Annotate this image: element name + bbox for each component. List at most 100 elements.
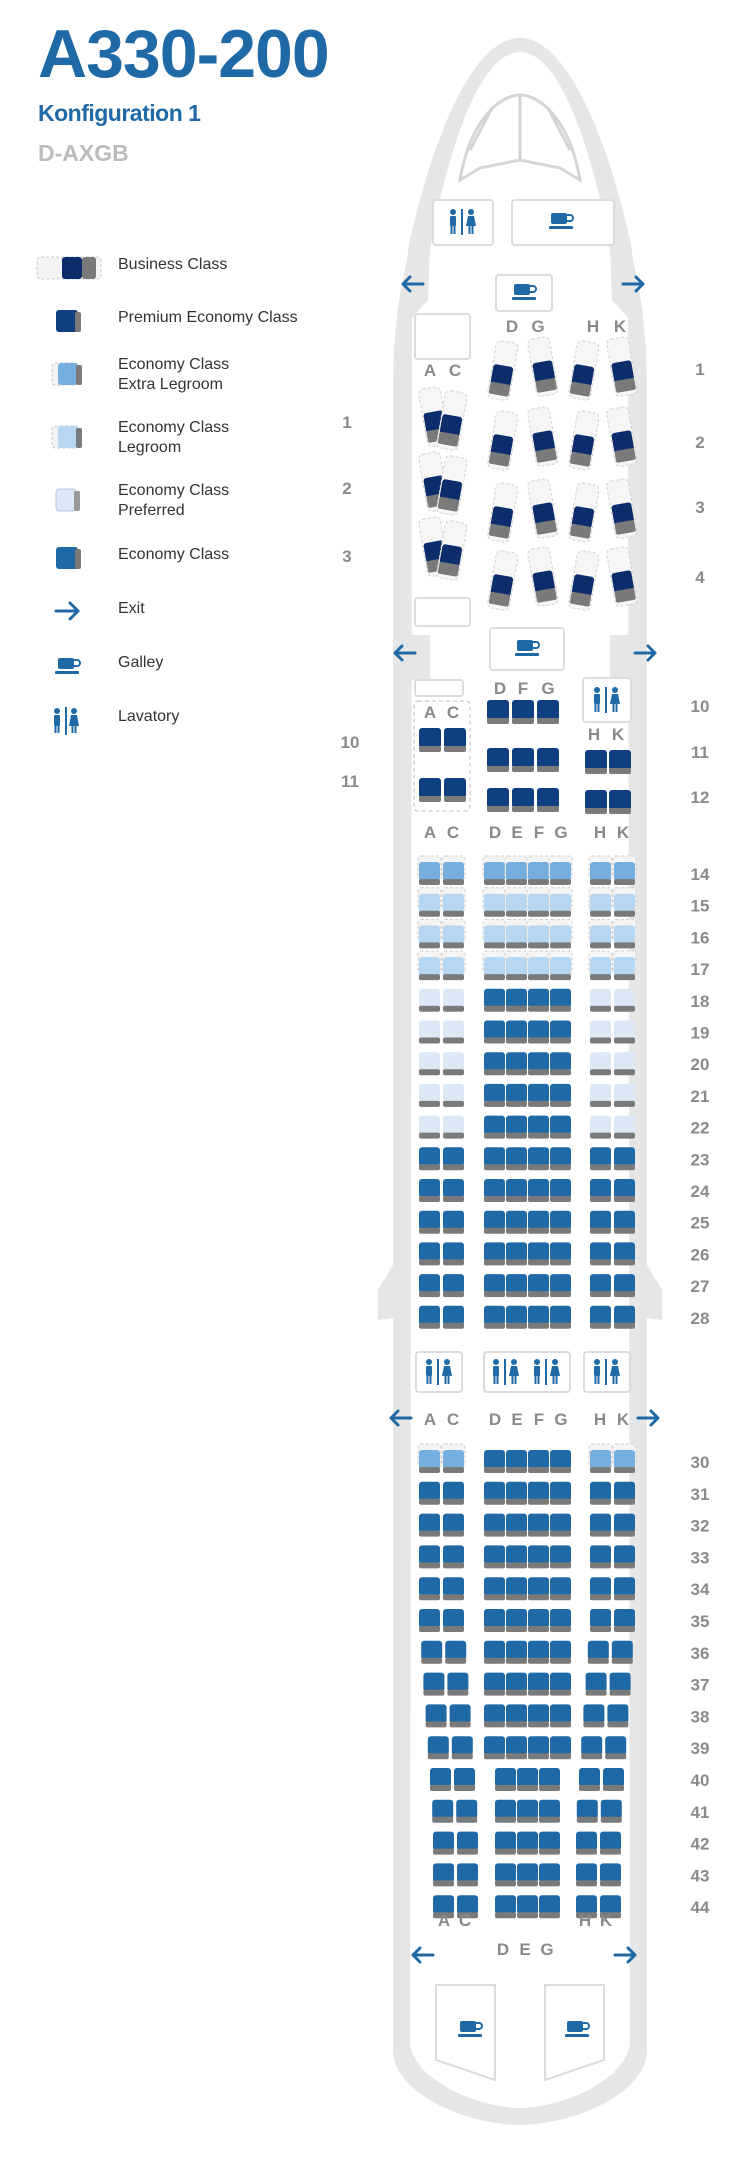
seat-letter-K: K	[617, 1410, 630, 1429]
legend-galley: Galley	[36, 653, 336, 703]
row-number: 24	[691, 1182, 710, 1201]
economy-seat-F	[528, 1305, 549, 1329]
economy-seat-D	[482, 918, 507, 949]
economy-seat-E	[506, 1147, 527, 1171]
seat-letter-C: C	[447, 1410, 459, 1429]
economy-seat-H	[590, 1115, 611, 1139]
economy-seat-H	[590, 1210, 611, 1234]
economy-seat-F	[528, 1083, 549, 1107]
economy-seat-F	[528, 1545, 549, 1569]
economy-seat-D	[484, 1242, 505, 1266]
row-number: 23	[691, 1150, 710, 1169]
legend-label: Business Class	[118, 256, 228, 273]
row-number: 12	[691, 788, 710, 807]
legend-exit: Exit	[36, 599, 336, 649]
seat-letter-H: H	[594, 1410, 606, 1429]
economy-seat-E	[506, 1274, 527, 1298]
economy-seat-E	[506, 1513, 527, 1537]
economy-seat-F	[526, 855, 551, 885]
business-seat-G	[527, 478, 559, 539]
row-number: 1	[342, 413, 351, 432]
economy-seat-E	[506, 1052, 527, 1076]
seat-letter-K: K	[614, 317, 627, 336]
economy-seat-C	[441, 918, 466, 949]
business-seat-G	[527, 546, 559, 607]
economy-seat-C	[443, 1274, 464, 1298]
lavatory-icon	[493, 1359, 519, 1385]
economy-seat-C	[443, 1115, 464, 1139]
row-number: 25	[691, 1214, 710, 1233]
economy-seat-H	[590, 1305, 611, 1329]
row-number: 3	[342, 547, 351, 566]
economy-seat-E	[517, 1863, 538, 1887]
business-seat-icon	[36, 256, 102, 280]
row-number: 31	[691, 1485, 710, 1504]
business-seat-D	[487, 550, 519, 611]
economy-seat-C	[443, 1147, 464, 1171]
economy-seat-K	[614, 1115, 635, 1139]
seat-letter-D: D	[506, 317, 518, 336]
economy-seat-K	[612, 855, 637, 885]
economy-seat-D	[482, 855, 507, 885]
seat-letter-D: D	[497, 1940, 509, 1959]
economy-seat-H	[590, 1481, 611, 1505]
row-number: 33	[691, 1548, 710, 1567]
economy-seat-C	[443, 1305, 464, 1329]
legend-label: Premium Economy Class	[118, 309, 298, 326]
economy-seat-C	[443, 988, 464, 1012]
economy-seat-G	[550, 1672, 571, 1696]
economy-seat-E	[517, 1799, 538, 1823]
economy-seat-G	[550, 1305, 571, 1329]
seat-letter-F: F	[518, 679, 528, 698]
economy-seat-K	[614, 1020, 635, 1044]
economy-seat-D	[484, 1052, 505, 1076]
legend-econ-preferred: Economy Class Preferred	[36, 481, 336, 531]
seat-letter-A: A	[424, 703, 436, 722]
economy-seat-F	[528, 1640, 549, 1664]
economy-seat-G	[550, 1577, 571, 1601]
economy-seat-H	[590, 988, 611, 1012]
row-number: 32	[691, 1517, 710, 1536]
economy-seat-K	[612, 950, 637, 981]
economy-seat-D	[484, 1704, 505, 1728]
seat-letter-C: C	[449, 361, 461, 380]
economy-seat-C	[443, 1179, 464, 1202]
economy-seat-A	[419, 1052, 440, 1076]
economy-seat-H	[587, 1640, 609, 1664]
economy-seat-A	[419, 1481, 440, 1505]
economy-seat-C	[441, 1443, 466, 1473]
economy-seat-H	[576, 1799, 598, 1823]
exit-arrow-icon	[389, 1409, 413, 1427]
economy-seat-E	[504, 918, 529, 949]
economy-seat-K	[614, 1083, 635, 1107]
economy-seat-F	[528, 1513, 549, 1537]
economy-seat-E	[517, 1831, 538, 1855]
economy-seat-H	[590, 1242, 611, 1266]
row-number: 22	[691, 1119, 710, 1138]
premium-seat-F	[512, 788, 534, 812]
economy-seat-K	[600, 1863, 621, 1887]
row-number: 18	[691, 992, 710, 1011]
economy-seat-E	[506, 1020, 527, 1044]
economy-seat-E	[506, 1305, 527, 1329]
economy-seat-A	[425, 1704, 447, 1728]
economy-seat-K	[600, 1895, 621, 1919]
extra-legroom-seat-icon	[51, 362, 82, 386]
economy-seat-E	[506, 1545, 527, 1569]
seat-letter-K: K	[600, 1911, 613, 1930]
economy-seat-C	[456, 1799, 478, 1823]
row-number: 44	[691, 1898, 710, 1917]
economy-seat-K	[614, 1179, 635, 1202]
economy-seat-K	[612, 887, 637, 917]
business-seat-K	[606, 478, 638, 539]
business-seat-H	[568, 340, 600, 401]
premium-seat-G	[537, 748, 559, 772]
economy-seat-F	[528, 1020, 549, 1044]
economy-seat-C	[443, 1083, 464, 1107]
economy-seat-K	[614, 1577, 635, 1601]
row-number: 17	[691, 960, 710, 979]
economy-seat-K	[612, 1443, 637, 1473]
premium-seat-K	[609, 750, 631, 774]
seat-letter-H: H	[579, 1911, 591, 1930]
economy-seat-F	[528, 988, 549, 1012]
